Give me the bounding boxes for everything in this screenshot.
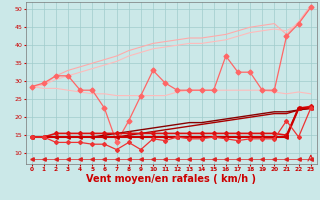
X-axis label: Vent moyen/en rafales ( km/h ): Vent moyen/en rafales ( km/h ) — [86, 174, 256, 184]
